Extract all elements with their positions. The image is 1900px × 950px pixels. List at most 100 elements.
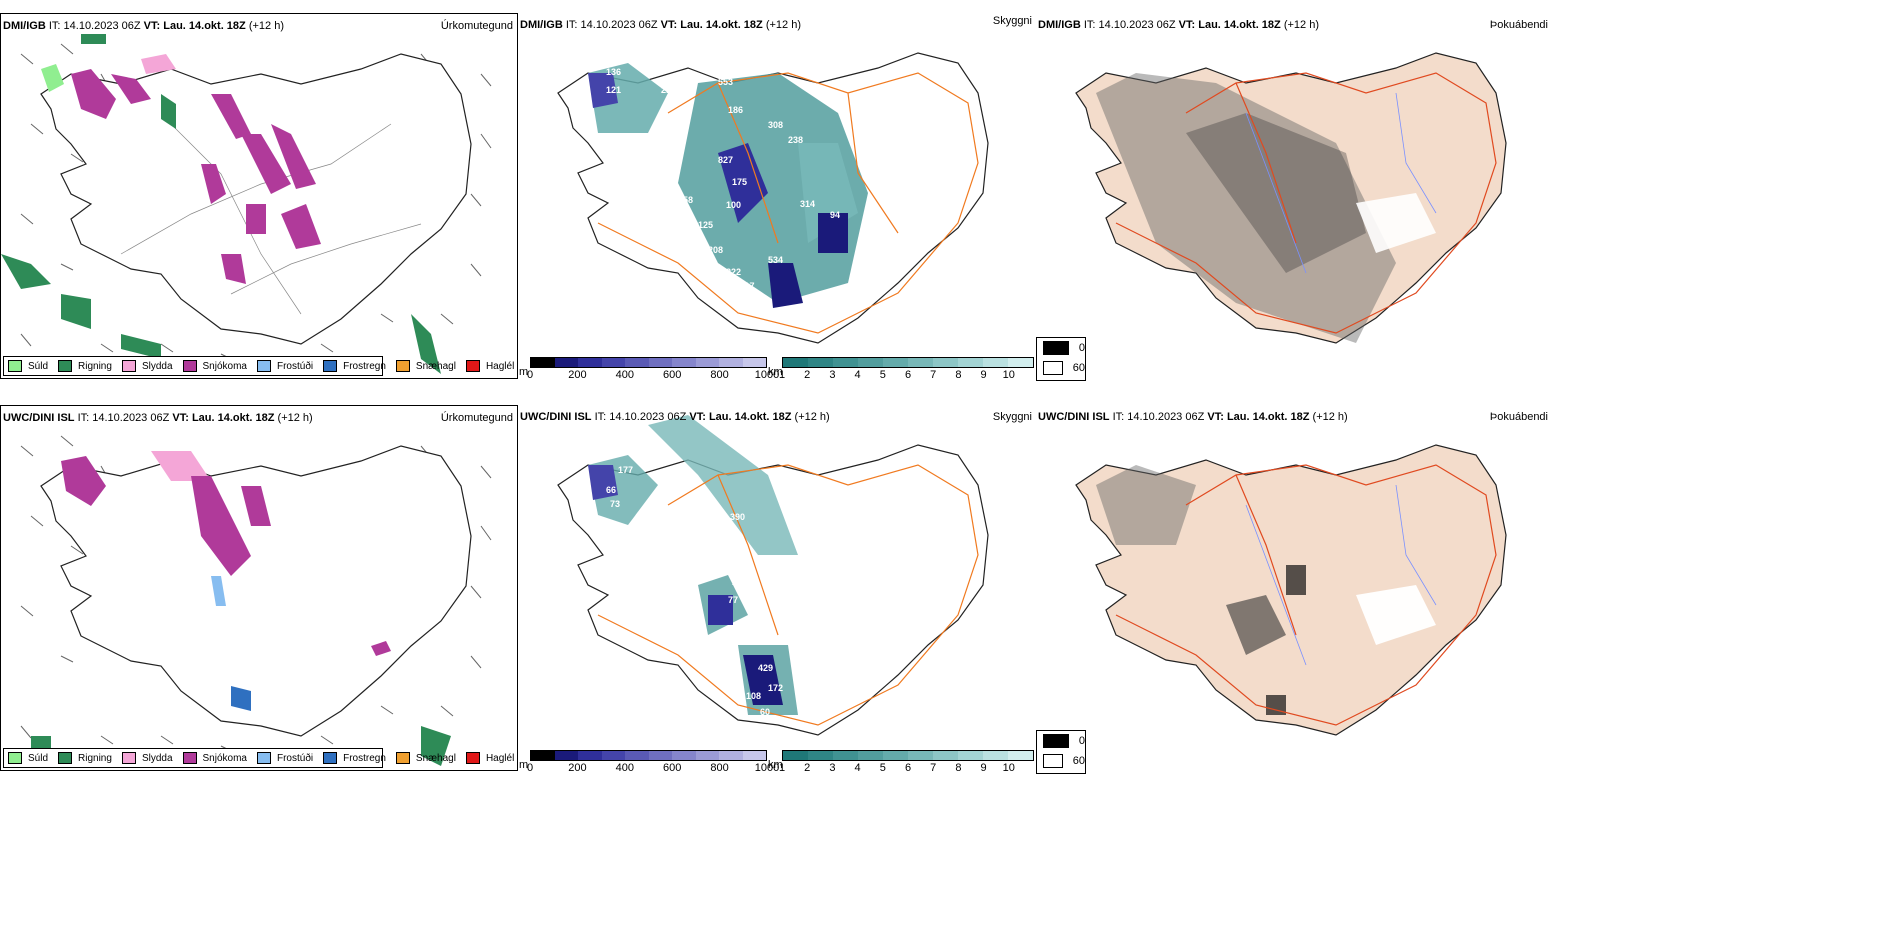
ceiling-areas: [588, 73, 848, 308]
ceiling-label: 91: [838, 609, 848, 619]
legend-item: Rigning: [58, 752, 112, 764]
colorbar-tick-label: 800: [710, 762, 729, 774]
ceiling-label: 553: [718, 77, 733, 87]
legend-item: Frostúði: [256, 360, 313, 372]
fog-legend-row1: 0 60: [1036, 337, 1086, 381]
colorbar-tick-label: 400: [615, 369, 634, 381]
precip-legend: Súld Rigning Slydda Snjókoma Frostúði Fr…: [3, 356, 514, 376]
colorbar-cell: [858, 358, 883, 367]
ceiling-label: 358: [678, 195, 693, 205]
colorbar-cell: [531, 358, 555, 367]
legend-item: Slydda: [121, 752, 173, 764]
colorbar-cell: [672, 751, 696, 760]
colorbar-cell: [554, 751, 578, 760]
panel-header: UWC/DINI ISL IT: 14.10.2023 06Z VT: Lau.…: [520, 411, 830, 423]
panel-title: Þokuábendi: [1489, 411, 1548, 423]
fog-panel-row1: DMI/IGB IT: 14.10.2023 06Z VT: Lau. 14.o…: [1036, 13, 1552, 379]
river-lines: [1245, 484, 1437, 666]
colorbar-tick-label: 3: [829, 762, 836, 774]
ceiling-unit: m: [519, 759, 529, 771]
ceiling-label: 60: [760, 707, 770, 717]
legend-swatch: [465, 360, 480, 372]
colorbar-cell: [648, 358, 672, 367]
panel-header: DMI/IGB IT: 14.10.2023 06Z VT: Lau. 14.o…: [3, 20, 284, 32]
ceiling-label: 125: [698, 220, 713, 230]
ceiling-label: 218: [661, 85, 676, 95]
ceiling-label: 121: [606, 85, 621, 95]
fog-legend-row2: 0 60: [1036, 730, 1086, 774]
colorbar-cell: [625, 358, 649, 367]
colorbar-tick-label: 8: [955, 369, 962, 381]
colorbar-cell: [578, 358, 602, 367]
colorbar-tick-label: 4: [854, 369, 861, 381]
legend-item: Súld: [8, 752, 48, 764]
panel-title: Þokuábendi: [1489, 19, 1548, 31]
colorbar-cell: [719, 358, 743, 367]
precip-areas: [1, 34, 441, 374]
ceiling-label: 308: [768, 120, 783, 130]
colorbar-cell: [601, 751, 625, 760]
ceiling-label: 66: [606, 485, 616, 495]
precip-panel-row2: UWC/DINI ISL IT: 14.10.2023 06Z VT: Lau.…: [0, 405, 518, 771]
road-lines: [597, 72, 979, 334]
colorbar-tick-label: 600: [663, 369, 682, 381]
colorbar-ticks: 1 2 3 4 5 6 7 8 9 10: [779, 761, 1034, 775]
legend-item: Haglél: [465, 360, 514, 372]
precip-panel-row1: DMI/IGB IT: 14.10.2023 06Z VT: Lau. 14.o…: [0, 13, 518, 379]
ceiling-label: 238: [788, 135, 803, 145]
colorbar-tick-label: 800: [710, 369, 729, 381]
colorbar-cell: [858, 751, 883, 760]
ceiling-labels: 66 73 177 390 360 275 77 91 91 108 60 17…: [606, 465, 848, 717]
iceland-outline: [40, 445, 472, 737]
iceland-outline: [1075, 52, 1507, 344]
precip-map-row1: [1, 34, 492, 374]
panel-header: DMI/IGB IT: 14.10.2023 06Z VT: Lau. 14.o…: [520, 19, 801, 31]
colorbar-cell: [808, 358, 833, 367]
road-lines: [1115, 72, 1497, 334]
colorbar-tick-label: 6: [904, 762, 912, 774]
colorbar-cell: [783, 358, 808, 367]
ceiling-colorbar-row1: 0 200 400 600 800 1000: [527, 357, 779, 382]
colorbar-tick-label: 10: [1002, 762, 1015, 774]
visibility-colorbar-row2: 1 2 3 4 5 6 7 8 9 10: [779, 750, 1034, 775]
colorbar-cell: [983, 751, 1008, 760]
legend-swatch: [121, 752, 136, 764]
colorbar-cell: [783, 751, 808, 760]
colorbar-cell: [908, 358, 933, 367]
fog-swatch: [1043, 361, 1063, 375]
colorbar-tick-label: 10: [1002, 369, 1015, 381]
fog-map-row2: [1075, 444, 1507, 736]
precip-legend: Súld Rigning Slydda Snjókoma Frostúði Fr…: [3, 748, 514, 768]
panel-title: Úrkomutegund: [440, 412, 513, 424]
colorbar-cell: [908, 751, 933, 760]
colorbar-tick-label: 1000: [754, 369, 780, 381]
colorbar-cell: [933, 358, 958, 367]
legend-swatch: [8, 360, 22, 372]
colorbar-cell: [695, 751, 719, 760]
ceiling-label: 94: [830, 210, 840, 220]
legend-item: Snjókoma: [182, 752, 247, 764]
legend-item: Slydda: [121, 360, 173, 372]
ceiling-label: 175: [732, 177, 747, 187]
ceiling-label: 534: [768, 255, 783, 265]
visibility-unit: km: [768, 366, 783, 378]
fog-swatch: [1043, 341, 1069, 355]
road-lines: [1115, 464, 1497, 726]
colorbar-ticks: 1 2 3 4 5 6 7 8 9 10: [779, 368, 1034, 382]
colorbar-ticks: 0 200 400 600 800 1000: [527, 761, 779, 775]
fog-legend-item: 60: [1037, 358, 1085, 378]
colorbar-cell: [833, 358, 858, 367]
ceiling-areas: [588, 465, 783, 705]
ceiling-label: 314: [800, 199, 815, 209]
colorbar-cell: [742, 358, 766, 367]
visibility-unit: km: [768, 759, 783, 771]
colorbar-cell: [808, 751, 833, 760]
colorbar-tick-label: 200: [568, 762, 587, 774]
panel-header: DMI/IGB IT: 14.10.2023 06Z VT: Lau. 14.o…: [1038, 19, 1319, 31]
colorbar-cell: [695, 358, 719, 367]
colorbar-cells: [530, 357, 767, 368]
legend-swatch: [465, 752, 480, 764]
ceiling-label: 193: [638, 60, 653, 70]
colorbar-tick-label: 8: [955, 762, 962, 774]
fog-panel-row2: UWC/DINI ISL IT: 14.10.2023 06Z VT: Lau.…: [1036, 405, 1552, 771]
